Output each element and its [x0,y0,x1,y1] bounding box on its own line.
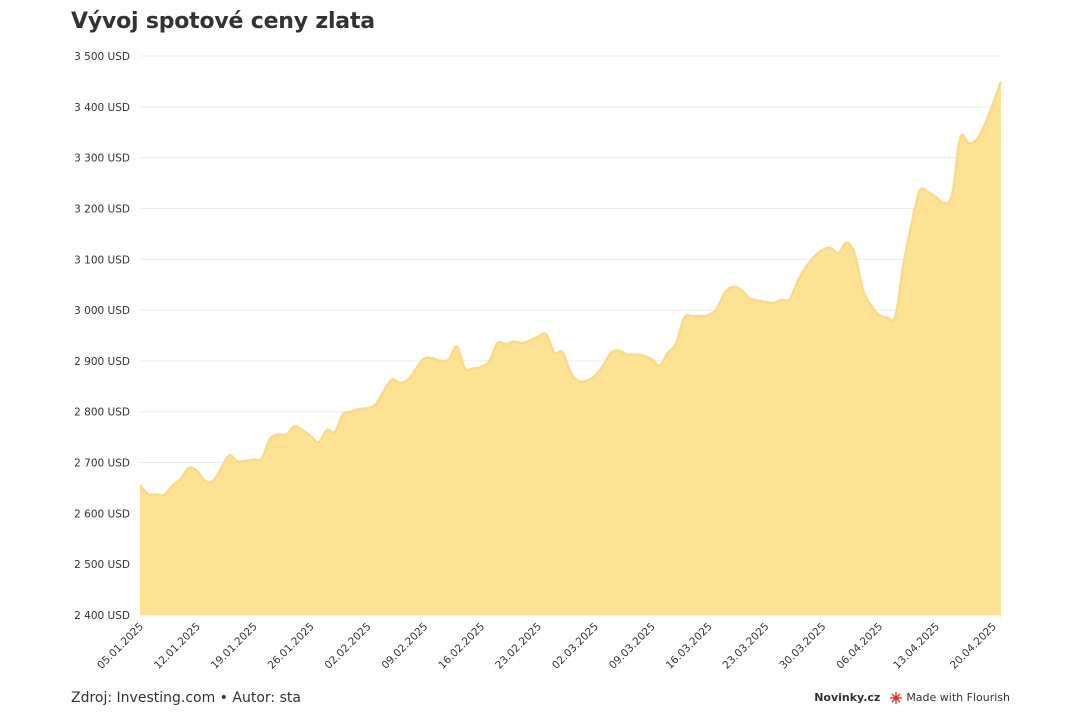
x-tick-label: 16.03.2025 [664,621,715,672]
x-tick-label: 19.01.2025 [209,621,260,672]
x-tick-label: 30.03.2025 [777,621,828,672]
footer-credits: Novinky.cz Made with Flourish [814,691,1010,704]
flourish-credit[interactable]: Made with Flourish [890,691,1010,704]
x-tick-label: 20.04.2025 [948,621,999,672]
x-tick-label: 12.01.2025 [152,621,203,672]
area-series [139,80,1003,615]
chart-title: Vývoj spotové ceny zlata [71,9,375,34]
y-tick-label: 2 700 USD [74,458,130,470]
x-tick-label: 02.03.2025 [550,621,601,672]
source-note: Zdroj: Investing.com • Autor: sta [71,690,301,706]
x-tick-label: 23.02.2025 [493,621,544,672]
y-tick-label: 2 400 USD [74,610,130,622]
x-tick-label: 09.02.2025 [379,621,430,672]
y-tick-label: 2 500 USD [74,559,130,571]
x-tick-label: 02.02.2025 [323,621,374,672]
x-tick-label: 16.02.2025 [436,621,487,672]
brand-link[interactable]: Novinky.cz [814,691,881,704]
y-tick-label: 3 000 USD [74,305,130,317]
x-tick-label: 09.03.2025 [607,621,658,672]
y-tick-label: 2 900 USD [74,356,130,368]
y-axis-ticks: 2 400 USD 2 500 USD 2 600 USD 2 700 USD 2 80… [74,51,130,622]
y-tick-label: 3 300 USD [74,153,130,165]
x-tick-label: 23.03.2025 [721,621,772,672]
y-tick-label: 3 400 USD [74,102,130,114]
y-tick-label: 3 100 USD [74,254,130,266]
x-tick-label: 06.04.2025 [834,621,885,672]
x-tick-label: 05.01.2025 [95,621,146,672]
flourish-label: Made with Flourish [906,691,1010,704]
flourish-logo-icon [890,691,903,704]
price-area [140,81,1001,615]
y-tick-label: 2 600 USD [74,508,130,520]
y-tick-label: 3 500 USD [74,51,130,63]
y-tick-label: 3 200 USD [74,203,130,215]
x-tick-label: 26.01.2025 [266,621,317,672]
y-tick-label: 2 800 USD [74,407,130,419]
price-line [139,80,1003,497]
x-tick-label: 13.04.2025 [891,621,942,672]
x-axis-ticks: 05.01.2025 12.01.2025 19.01.2025 26.01.2025… [95,621,999,672]
